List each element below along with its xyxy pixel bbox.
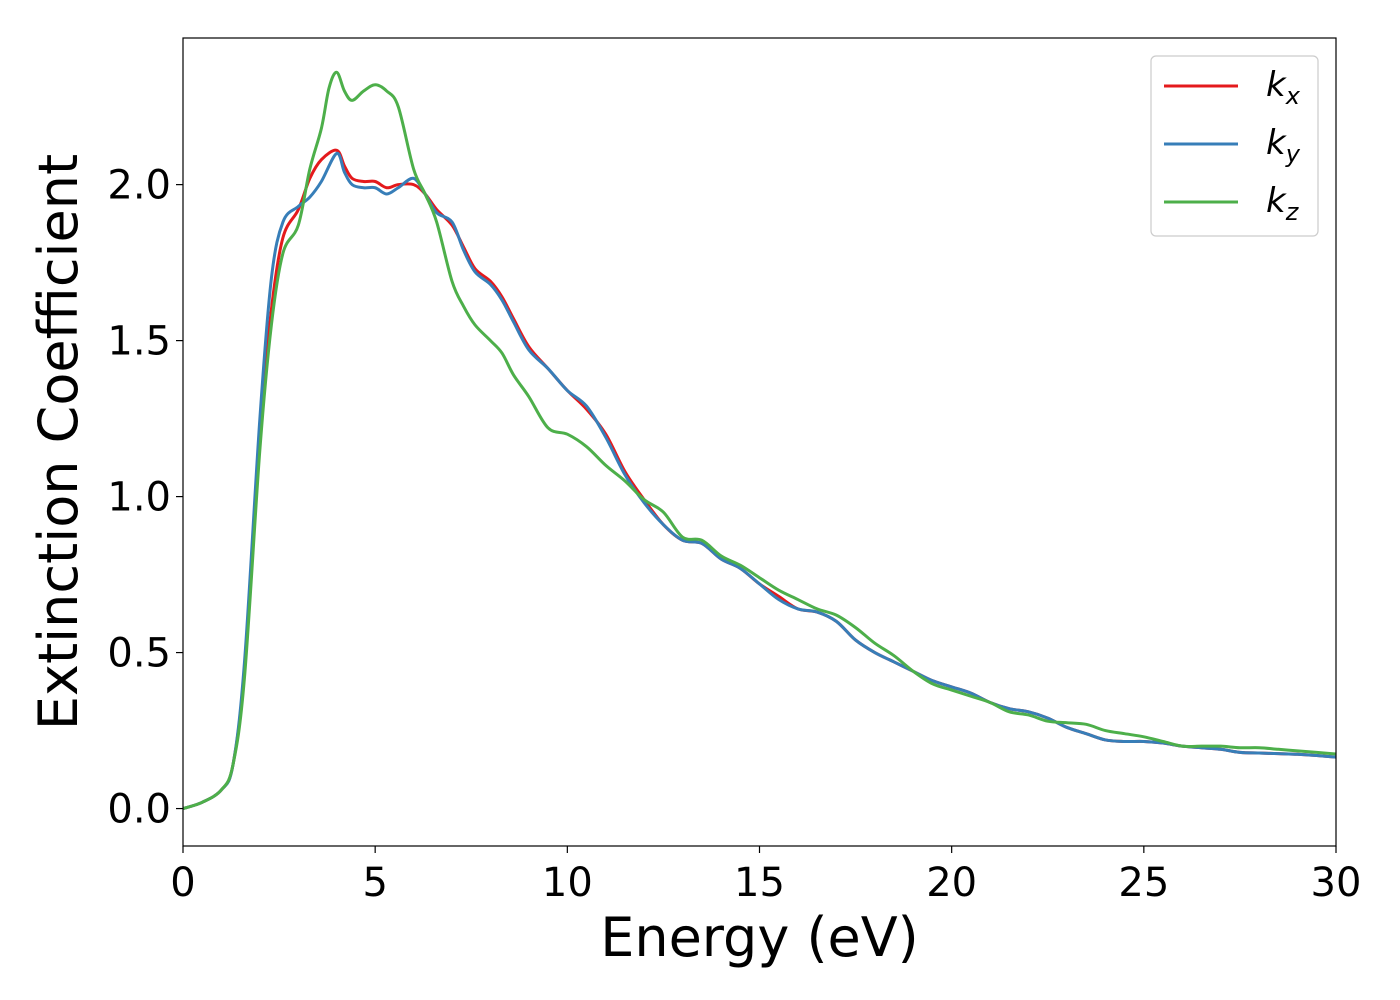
x-tick-label: 30	[1311, 860, 1362, 906]
series-line-kz	[183, 70, 1336, 810]
y-tick-label: 0.0	[107, 787, 171, 833]
series-lines	[183, 70, 1336, 810]
x-axis-ticks: 0 5 10 15 20 25 30	[170, 846, 1361, 906]
legend-label-kx: kx	[1266, 65, 1301, 110]
legend-box	[1150, 55, 1319, 237]
x-tick-label: 0	[170, 860, 195, 906]
x-tick-label: 15	[734, 860, 785, 906]
legend: kx ky kz	[1150, 55, 1319, 237]
x-tick-label: 10	[542, 860, 593, 906]
y-tick-label: 2.0	[107, 163, 171, 209]
y-tick-label: 0.5	[107, 631, 171, 677]
series-line-ky	[183, 151, 1336, 810]
y-axis-ticks: 0.0 0.5 1.0 1.5 2.0	[107, 163, 183, 833]
x-tick-label: 20	[926, 860, 977, 906]
x-tick-label: 25	[1118, 860, 1169, 906]
series-line-kx	[183, 148, 1336, 810]
y-tick-label: 1.5	[107, 319, 171, 365]
x-tick-label: 5	[362, 860, 387, 906]
legend-label-kz: kz	[1266, 181, 1300, 226]
x-axis-title: Energy (eV)	[600, 906, 919, 969]
y-axis-title: Extinction Coefficient	[27, 154, 90, 730]
y-tick-label: 1.0	[107, 475, 171, 521]
legend-label-ky: ky	[1266, 123, 1301, 168]
